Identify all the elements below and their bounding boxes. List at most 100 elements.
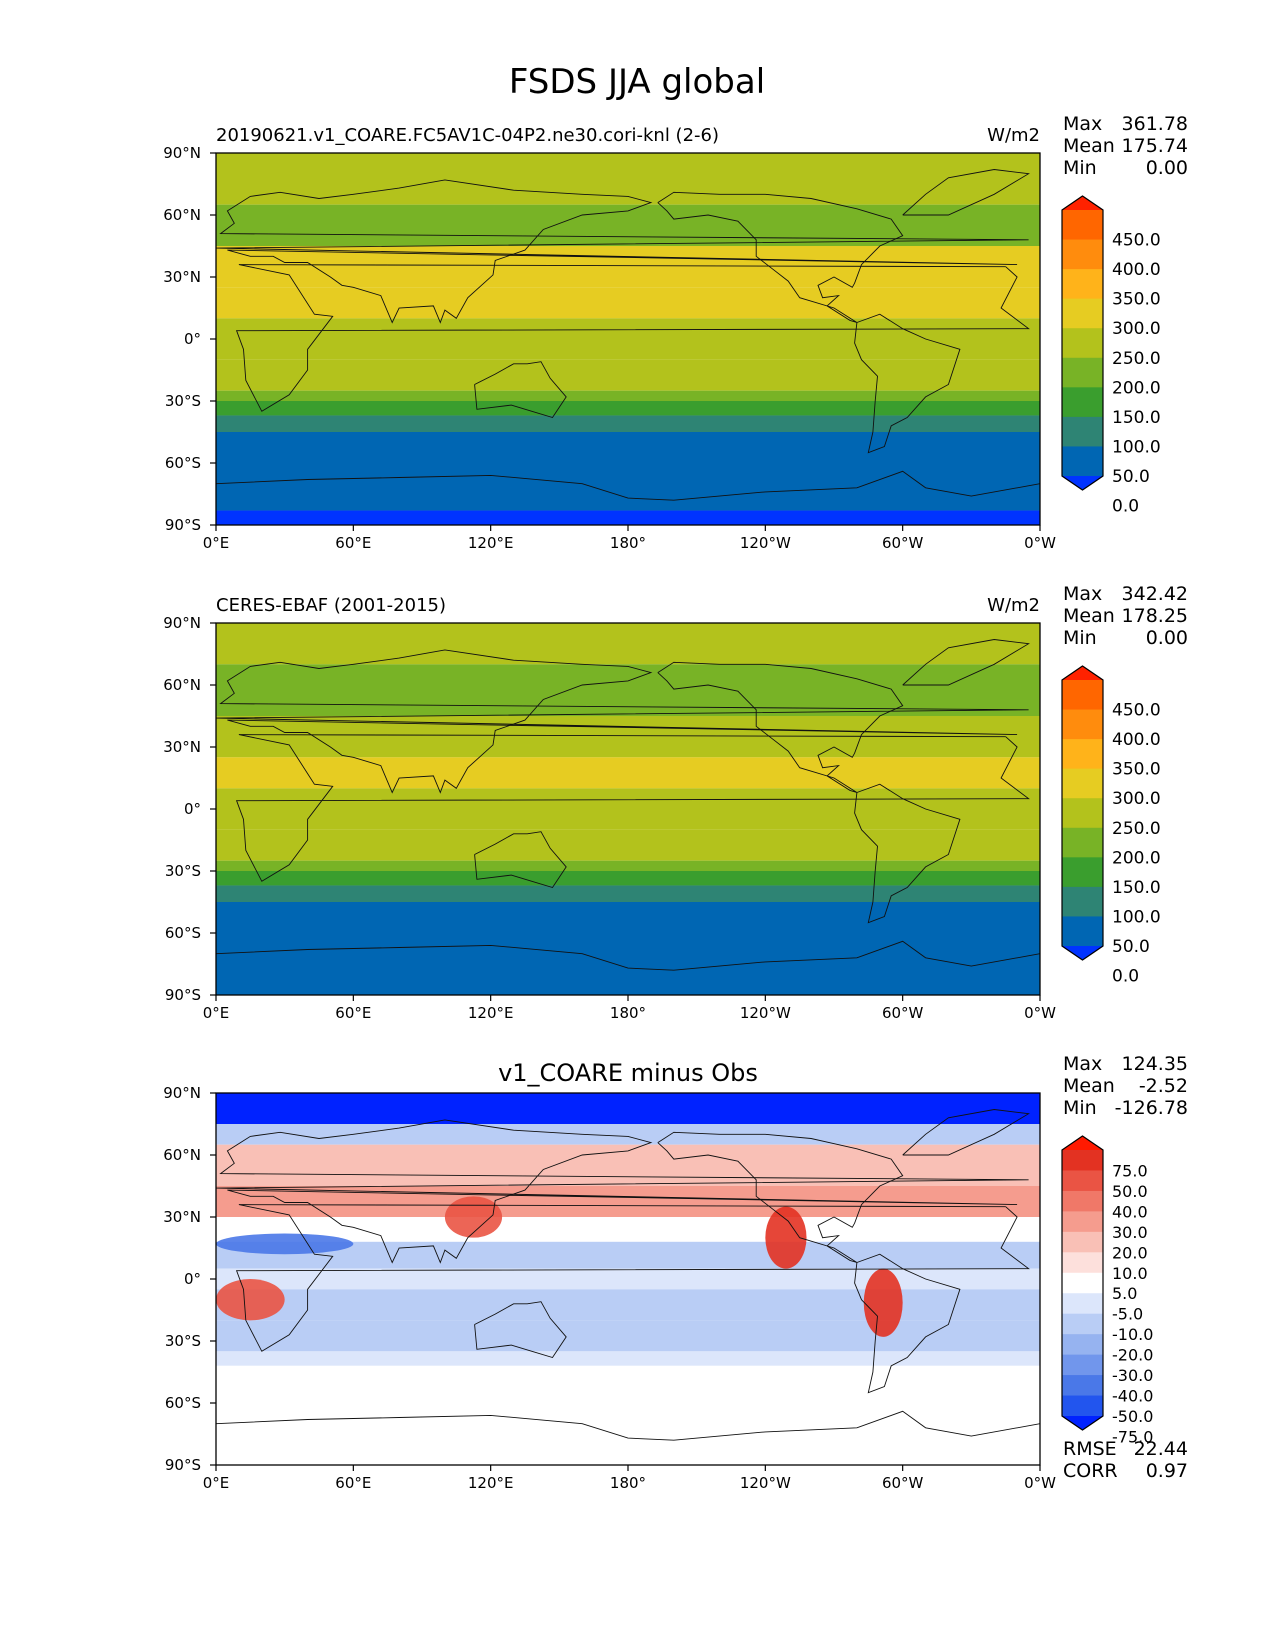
colorbar-segment <box>1062 1354 1103 1376</box>
coastline-5 <box>902 639 1030 686</box>
colorbar-tick-label: -10.0 <box>1112 1325 1153 1344</box>
stat-corr-label: CORR <box>1063 1460 1118 1482</box>
y-tick-label: 90°S <box>165 986 201 1004</box>
colorbar-tick-label: 250.0 <box>1112 819 1161 839</box>
coastline-0 <box>235 1204 1030 1352</box>
colorbar-tick-label: 200.0 <box>1112 848 1161 868</box>
colorbar-tick-label: 0.0 <box>1112 497 1139 517</box>
map-field <box>216 153 1040 525</box>
stat-mean-label: Mean <box>1063 135 1115 157</box>
x-tick-label: 60°W <box>882 1004 924 1022</box>
x-tick-label: 60°E <box>335 534 371 552</box>
stat-max-label: Max <box>1063 113 1102 135</box>
coastline-1 <box>216 649 1029 794</box>
panel-units: W/m2 <box>987 125 1040 146</box>
coastline-1 <box>216 179 1029 324</box>
x-tick-label: 120°E <box>468 534 514 552</box>
colorbar-tick-label: 100.0 <box>1112 907 1161 927</box>
colorbar-segment <box>1062 210 1103 241</box>
coastline-6 <box>216 470 1040 501</box>
x-tick-label: 120°W <box>740 1474 791 1492</box>
stat-mean-value: 175.74 <box>1122 135 1188 157</box>
colorbar-segment <box>1062 1170 1103 1192</box>
coastline-3 <box>657 661 904 793</box>
colorbar: 450.0 400.0 350.0 300.0 250.0 200.0 150.0 100.0… <box>1061 665 1161 987</box>
colorbar-tick-label: 400.0 <box>1112 730 1161 750</box>
x-tick-label: 180° <box>610 1474 646 1492</box>
x-tick-label: 180° <box>610 534 646 552</box>
colorbar-segment <box>1062 1150 1103 1171</box>
colorbar-tick-label: 100.0 <box>1112 437 1161 457</box>
coastline-0 <box>235 734 1030 882</box>
field-patch-0 <box>765 1206 807 1269</box>
coastline-2 <box>474 831 567 889</box>
x-tick-label: 0°E <box>203 1004 230 1022</box>
colorbar-tick-label: 250.0 <box>1112 349 1161 369</box>
colorbar-tick-label: 20.0 <box>1112 1243 1148 1262</box>
map-field <box>216 1093 1040 1465</box>
colorbar-tick-label: 50.0 <box>1112 1182 1148 1201</box>
colorbar-segment <box>1062 886 1103 917</box>
colorbar-extend-min <box>1062 1416 1103 1430</box>
stat-corr-value: 0.97 <box>1146 1460 1188 1482</box>
colorbar-tick-label: 150.0 <box>1112 408 1161 428</box>
colorbar-tick-label: 5.0 <box>1112 1284 1137 1303</box>
y-tick-label: 0° <box>184 330 201 348</box>
stat-max-label: Max <box>1063 1053 1102 1075</box>
field-band-10 <box>216 510 1040 525</box>
y-tick-label: 30°S <box>165 862 201 880</box>
x-tick-label: 0°W <box>1024 1004 1056 1022</box>
y-tick-label: 90°N <box>163 614 201 632</box>
y-tick-label: 60°N <box>163 676 201 694</box>
coastline-5 <box>902 169 1030 216</box>
field-band-9 <box>216 1351 1040 1366</box>
colorbar-tick-label: 40.0 <box>1112 1202 1148 1221</box>
figure-title: FSDS JJA global <box>509 62 765 102</box>
y-tick-label: 90°N <box>163 144 201 162</box>
colorbar-segment <box>1062 416 1103 447</box>
colorbar-segment <box>1062 1375 1103 1397</box>
stat-mean-value: 178.25 <box>1122 605 1188 627</box>
coastline-3 <box>657 191 904 323</box>
stat-min-label: Min <box>1063 1097 1097 1119</box>
x-tick-label: 120°E <box>468 1474 514 1492</box>
colorbar-segment <box>1062 1395 1103 1417</box>
stat-min-value: 0.00 <box>1146 627 1188 649</box>
field-band-6 <box>216 1268 1040 1290</box>
colorbar-tick-label: -5.0 <box>1112 1305 1143 1324</box>
y-tick-label: 90°S <box>165 1456 201 1474</box>
field-band-8 <box>216 415 1040 432</box>
y-tick-label: 60°N <box>163 1146 201 1164</box>
y-tick-label: 30°N <box>163 738 201 756</box>
colorbar-tick-label: 50.0 <box>1112 467 1150 487</box>
colorbar-extend-min <box>1062 946 1103 960</box>
colorbar-outline <box>1061 195 1104 491</box>
colorbar-segment <box>1062 1190 1103 1212</box>
panel-model: 0°E 60°E 120°E 180° 120°W 60°W 0°W 90°N 60°N 30°N… <box>163 113 1188 552</box>
field-patch-1 <box>863 1268 903 1337</box>
colorbar: 75.0 50.040.0 30.020.0 10.05.0 -5.0-10.0 -20.… <box>1061 1135 1153 1446</box>
y-tick-label: 30°N <box>163 268 201 286</box>
colorbar-outline <box>1061 1135 1104 1431</box>
x-tick-label: 60°W <box>882 1474 924 1492</box>
coastline-1 <box>216 1119 1029 1264</box>
colorbar-tick-label: 350.0 <box>1112 760 1161 780</box>
y-tick-label: 30°S <box>165 1332 201 1350</box>
y-tick-label: 60°S <box>165 924 201 942</box>
y-tick-label: 60°S <box>165 1394 201 1412</box>
stat-min-label: Min <box>1063 157 1097 179</box>
x-tick-label: 120°W <box>740 1004 791 1022</box>
stat-min-value: 0.00 <box>1146 157 1188 179</box>
colorbar-tick-label: 450.0 <box>1112 701 1161 721</box>
colorbar-segment <box>1062 328 1103 359</box>
colorbar-segment <box>1062 680 1103 711</box>
field-band-4 <box>216 788 1040 830</box>
y-tick-label: 30°S <box>165 392 201 410</box>
stat-mean-label: Mean <box>1063 605 1115 627</box>
coastline-4 <box>854 1253 961 1394</box>
colorbar-segment <box>1062 357 1103 388</box>
field-band-9 <box>216 432 1040 511</box>
colorbar-tick-label: -50.0 <box>1112 1407 1153 1426</box>
x-tick-label: 180° <box>610 1004 646 1022</box>
colorbar-extend-max <box>1062 1136 1103 1150</box>
